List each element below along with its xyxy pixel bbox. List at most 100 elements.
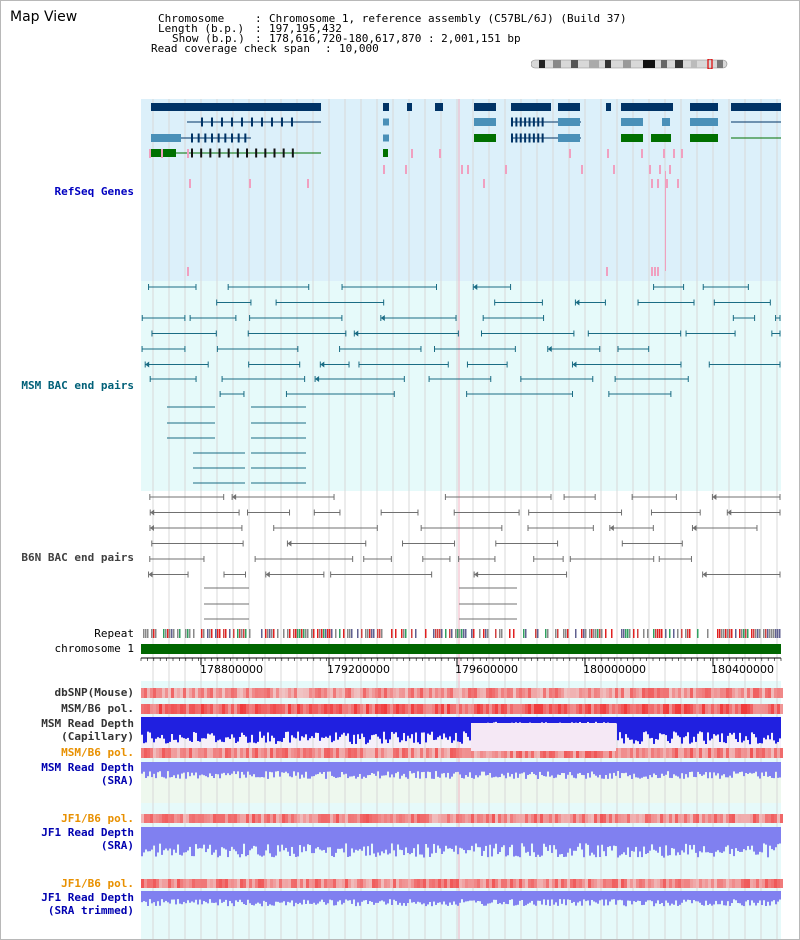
jf1-depth-trim-bar — [321, 891, 323, 900]
msm-depth-sra-bar — [399, 762, 401, 779]
jf1-b6-pol2-heat — [330, 879, 333, 888]
msm-b6-pol-heat — [624, 704, 627, 714]
msm-b6-pol-heat — [636, 704, 639, 714]
jf1-b6-pol-heat — [207, 814, 210, 823]
msm-b6-pol-heat — [432, 704, 435, 714]
jf1-b6-pol-heat — [564, 814, 567, 823]
jf1-b6-pol-heat — [615, 814, 618, 823]
repeat-element — [677, 629, 679, 638]
msm-depth-sra-bar — [509, 762, 511, 777]
jf1-b6-pol2-heat — [675, 879, 678, 888]
msm-b6-pol2-heat — [450, 748, 453, 758]
jf1-b6-pol2-heat — [537, 879, 540, 888]
jf1-depth-sra-bar — [385, 827, 387, 850]
msm-depth-sra-bar — [193, 762, 195, 776]
refseq-pink-mark — [641, 149, 643, 158]
repeat-element — [171, 629, 173, 638]
repeat-element — [655, 629, 657, 638]
msm-b6-pol-heat — [366, 704, 369, 714]
msm-depth-sra-bar — [155, 762, 157, 779]
jf1-depth-trim-bar — [359, 891, 361, 906]
msm-depth-cap-bar — [217, 717, 219, 741]
dbsnp-heat — [480, 688, 483, 698]
jf1-depth-trim-bar — [199, 891, 201, 900]
jf1-depth-trim-bar — [733, 891, 735, 900]
msm-b6-pol-heat — [321, 704, 324, 714]
jf1-depth-sra-bar — [723, 827, 725, 852]
msm-depth-sra-bar — [231, 762, 233, 774]
msm-depth-cap-bar — [733, 717, 735, 733]
msm-b6-pol-heat — [144, 704, 147, 714]
gene-exon — [151, 134, 181, 142]
jf1-depth-sra-bar — [517, 827, 519, 857]
msm-depth-sra-bar — [505, 762, 507, 779]
msm-depth-cap-bar — [445, 717, 447, 738]
jf1-b6-pol2-heat — [630, 879, 633, 888]
repeat-element — [471, 629, 473, 638]
msm-depth-cap-bar — [365, 717, 367, 745]
dbsnp-heat — [564, 688, 567, 698]
repeat-element — [299, 629, 301, 638]
msm-depth-sra-bar — [707, 762, 709, 779]
dbsnp-heat — [762, 688, 765, 698]
jf1-b6-pol-heat — [663, 814, 666, 823]
jf1-b6-pol-heat — [552, 814, 555, 823]
msm-depth-cap-bar — [451, 717, 453, 743]
repeat-element — [597, 629, 599, 638]
msm-depth-cap-bar — [407, 717, 409, 736]
msm-b6-pol2-heat — [723, 748, 726, 758]
jf1-b6-pol2-heat — [426, 879, 429, 888]
msm-depth-sra-bar — [321, 762, 323, 774]
jf1-b6-pol2-heat — [261, 879, 264, 888]
dbsnp-heat — [306, 688, 309, 698]
jf1-depth-sra-bar — [579, 827, 581, 844]
msm-depth-sra-bar — [217, 762, 219, 775]
jf1-b6-pol-heat — [774, 814, 777, 823]
jf1-b6-pol-heat — [450, 814, 453, 823]
msm-depth-sra-bar — [407, 762, 409, 779]
jf1-b6-pol2-heat — [417, 879, 420, 888]
dbsnp-heat — [666, 688, 669, 698]
gene-exon — [532, 117, 535, 127]
msm-depth-cap-bar — [655, 717, 657, 740]
msm-b6-pol2-heat — [192, 748, 195, 758]
msm-depth-cap-bar — [379, 717, 381, 739]
jf1-b6-pol2-heat — [405, 879, 408, 888]
msm-depth-sra-bar — [495, 762, 497, 777]
msm-b6-pol-heat — [411, 704, 414, 714]
repeat-element — [601, 629, 603, 638]
msm-depth-sra-bar — [185, 762, 187, 779]
msm-depth-cap-bar — [615, 717, 617, 724]
chromosome-ideogram[interactable] — [530, 54, 729, 70]
jf1-b6-pol-heat — [492, 814, 495, 823]
jf1-depth-sra-bar — [481, 827, 483, 856]
jf1-depth-trim-bar — [527, 891, 529, 904]
msm-b6-pol-heat — [465, 704, 468, 714]
repeat-element — [391, 629, 393, 638]
jf1-depth-trim-bar — [243, 891, 245, 905]
jf1-b6-pol-heat — [300, 814, 303, 823]
msm-b6-pol-heat — [438, 704, 441, 714]
msm-depth-sra-bar — [733, 762, 735, 772]
msm-b6-pol-heat — [591, 704, 594, 714]
msm-depth-cap-bar — [625, 717, 627, 735]
msm-depth-cap-bar — [527, 717, 529, 726]
msm-b6-pol-heat — [522, 704, 525, 714]
jf1-depth-trim-bar — [657, 891, 659, 901]
msm-b6-pol2-heat — [291, 748, 294, 758]
msm-b6-pol2-heat — [627, 748, 630, 758]
repeat-element — [595, 629, 597, 638]
jf1-depth-trim-bar — [717, 891, 719, 905]
gene-exon — [211, 117, 213, 127]
jf1-depth-sra-bar — [719, 827, 721, 853]
msm-depth-sra-bar — [773, 762, 775, 779]
dbsnp-heat — [636, 688, 639, 698]
jf1-b6-pol-heat — [321, 814, 324, 823]
msm-depth-sra-bar — [561, 762, 563, 773]
jf1-b6-pol2-heat — [408, 879, 411, 888]
msm-b6-pol2-heat — [186, 748, 189, 758]
jf1-b6-pol-heat — [504, 814, 507, 823]
gene-exon — [537, 117, 540, 127]
jf1-b6-pol2-heat — [390, 879, 393, 888]
